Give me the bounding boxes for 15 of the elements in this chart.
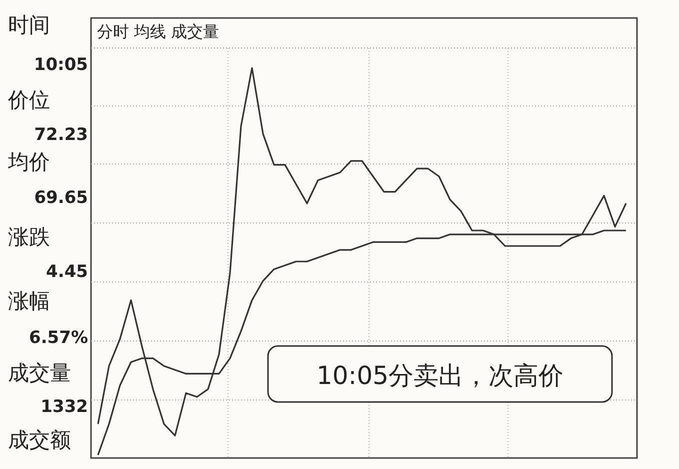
text: 成交量 (8, 361, 71, 385)
text: 时间 (8, 13, 50, 37)
text: 均价 (7, 150, 50, 174)
text: 涨跌 (8, 225, 50, 249)
annotation: 10:05分卖出，次高价 (316, 361, 564, 390)
text: 1332 (40, 397, 88, 417)
text: 6.57% (29, 328, 88, 348)
text: 69.65 (34, 188, 88, 208)
text: 72.23 (34, 125, 88, 145)
chart-title: 分时 均线 成交量 (97, 22, 220, 41)
text: 4.45 (46, 262, 88, 282)
text: 涨幅 (8, 289, 50, 313)
text: 成交额 (8, 428, 71, 452)
text: 价位 (7, 88, 50, 112)
text: 10:05 (34, 55, 88, 75)
